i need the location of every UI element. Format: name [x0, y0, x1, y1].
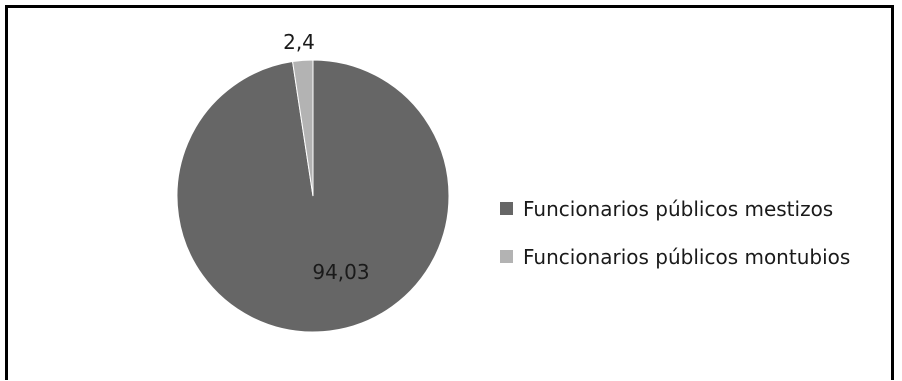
legend: Funcionarios públicos mestizos Funcionar… [500, 196, 850, 292]
chart-frame [5, 5, 894, 380]
data-label-montubios: 2,4 [283, 30, 315, 54]
legend-item-mestizos: Funcionarios públicos mestizos [500, 196, 850, 221]
legend-swatch-mestizos [500, 202, 513, 215]
pie-slices [176, 59, 450, 333]
pie-slice-montubios [291, 59, 314, 197]
legend-swatch-montubios [500, 250, 513, 263]
legend-label-mestizos: Funcionarios públicos mestizos [523, 196, 834, 221]
legend-item-montubios: Funcionarios públicos montubios [500, 244, 850, 269]
data-label-mestizos: 94,03 [312, 260, 369, 284]
legend-label-montubios: Funcionarios públicos montubios [523, 244, 851, 269]
